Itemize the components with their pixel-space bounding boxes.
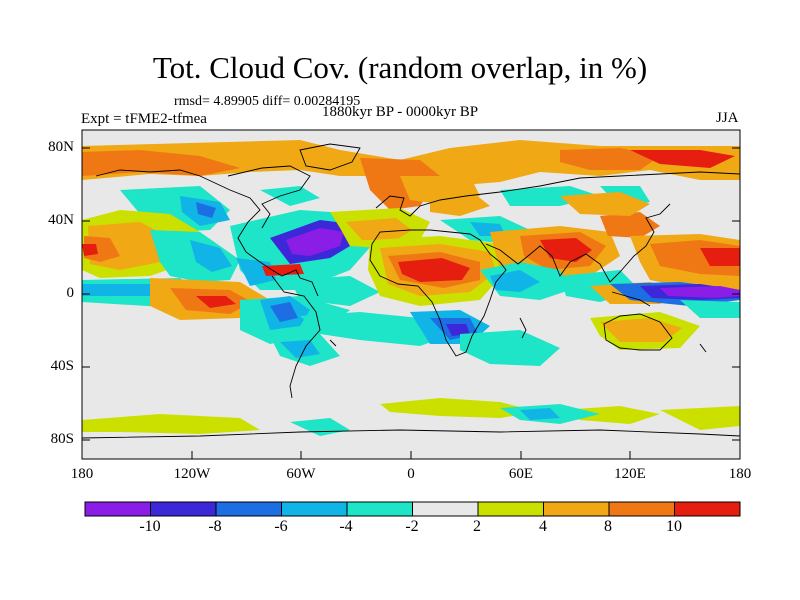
experiment-label: Expt = tFME2-tfmea	[81, 111, 207, 127]
colorbar-swatch	[346, 501, 413, 517]
contour-region	[190, 240, 232, 272]
coastlines	[82, 143, 740, 439]
colorbar-swatch	[674, 501, 741, 517]
contour-region	[196, 296, 236, 308]
lon-tick-label: 60E	[508, 466, 534, 482]
contour-region	[346, 218, 412, 240]
contour-region	[270, 302, 298, 322]
lon-tick-label: 120E	[614, 466, 646, 482]
colorbar-swatch	[608, 501, 675, 517]
colorbar-swatch	[543, 501, 610, 517]
contour-region	[398, 258, 470, 282]
contour-region	[236, 258, 276, 286]
lat-tick-label: 40S	[50, 358, 74, 374]
rmsd-diff-stats: rmsd= 4.89905 diff= 0.00284195	[174, 94, 361, 109]
lat-tick-label: 0	[66, 285, 75, 301]
lon-tick-label: 180	[728, 466, 752, 482]
colorbar-swatch	[215, 501, 282, 517]
colorbar-label: -6	[274, 518, 288, 535]
contour-region	[260, 186, 320, 206]
contour-region	[280, 340, 320, 358]
colorbar-swatch	[412, 501, 479, 517]
contour-region	[286, 228, 344, 256]
lon-tick-label: 120W	[173, 466, 211, 482]
contour-region	[540, 238, 592, 262]
contour-region	[560, 192, 650, 216]
axis-ticks	[81, 147, 741, 459]
contour-region	[600, 212, 660, 238]
contour-region	[460, 330, 560, 366]
contour-region	[630, 150, 735, 168]
colorbar-label: 2	[473, 518, 481, 535]
colorbar-label: 4	[539, 518, 547, 535]
colorbar-label: -2	[405, 518, 419, 535]
lon-tick-label: 60W	[286, 466, 316, 482]
contour-region	[82, 414, 260, 434]
colorbar-swatch	[150, 501, 217, 517]
contour-region	[700, 248, 740, 266]
contour-region	[680, 300, 740, 318]
lat-tick-label: 80S	[50, 431, 74, 447]
contour-region	[262, 264, 304, 276]
contour-region	[660, 406, 740, 430]
contour-region	[82, 284, 160, 296]
season-label: JJA	[716, 110, 739, 126]
contour-region	[446, 324, 470, 336]
colorbar-swatch	[281, 501, 348, 517]
colorbar-swatch	[477, 501, 544, 517]
lat-tick-label: 80N	[48, 139, 74, 155]
colorbar-label: 8	[604, 518, 612, 535]
colorbar-label: -8	[208, 518, 222, 535]
lat-tick-label: 40N	[48, 212, 74, 228]
contour-region	[560, 148, 660, 170]
period-label: 1880kyr BP - 0000kyr BP	[322, 104, 479, 120]
contour-region	[660, 286, 740, 298]
contour-region	[82, 150, 240, 176]
colorbar	[84, 501, 741, 517]
colorbar-swatch	[84, 501, 151, 517]
map-title: Tot. Cloud Cov. (random overlap, in %)	[152, 50, 648, 85]
contour-region	[430, 190, 490, 216]
cloud-anomaly-field	[82, 130, 740, 459]
colorbar-label: -10	[139, 518, 161, 535]
contour-region	[82, 244, 98, 256]
contour-region	[380, 398, 540, 418]
contour-region	[520, 408, 560, 420]
colorbar-label: 10	[666, 518, 682, 535]
contour-region	[196, 202, 216, 218]
contour-region	[84, 236, 120, 262]
lon-tick-label: 180	[70, 466, 94, 482]
colorbar-label: -4	[339, 518, 353, 535]
lon-tick-label: 0	[407, 466, 415, 482]
contour-region	[490, 270, 540, 292]
